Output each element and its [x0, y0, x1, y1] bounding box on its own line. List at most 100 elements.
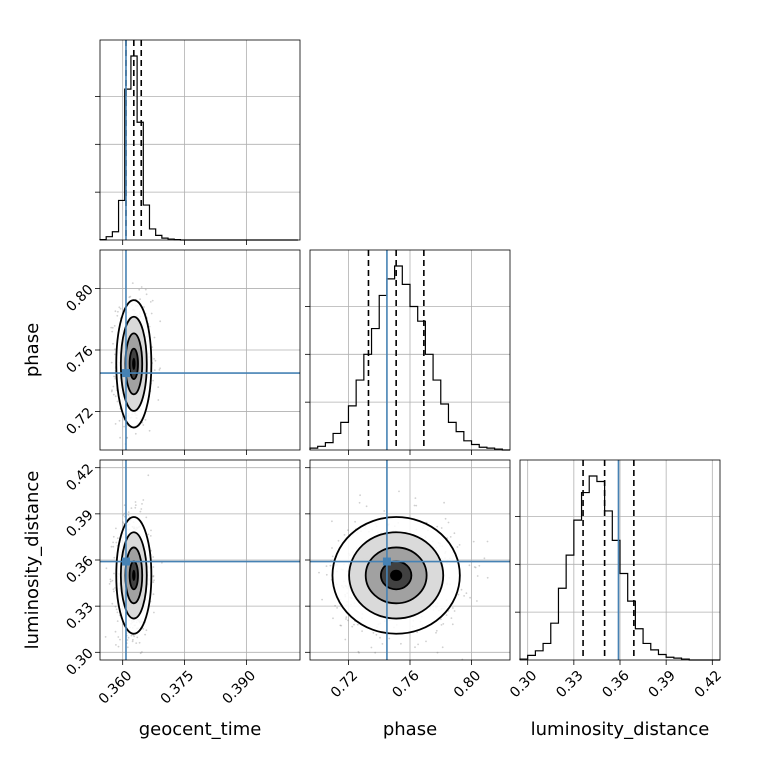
xtick-label-geocent_time-2: 0.390 — [219, 668, 259, 708]
sample-point — [483, 557, 486, 560]
sample-point — [150, 312, 153, 315]
sample-point — [447, 521, 450, 524]
marks-layer — [99, 40, 720, 661]
sample-point — [457, 593, 460, 596]
sample-point — [321, 598, 323, 601]
sample-point — [108, 583, 111, 585]
sample-point — [463, 595, 465, 597]
sample-point — [153, 579, 155, 582]
yaxis-label-luminosity_distance: luminosity_distance — [22, 471, 43, 650]
sample-point — [112, 588, 115, 591]
xtick-label-luminosity_distance-3: 0.39 — [646, 668, 679, 701]
sample-point — [398, 490, 400, 493]
sample-point — [452, 607, 454, 609]
sample-point — [111, 330, 114, 333]
sample-point — [331, 520, 333, 523]
sample-point — [109, 578, 112, 581]
sample-point — [144, 419, 147, 421]
sample-point — [139, 510, 142, 513]
density-level-phase-vs-luminosity_distance-4 — [390, 569, 403, 581]
sample-point — [142, 627, 145, 630]
sample-point — [413, 504, 416, 507]
sample-point — [440, 624, 443, 626]
sample-point — [400, 642, 402, 645]
contour-phase-vs-luminosity_distance-1 — [348, 531, 445, 620]
sample-point — [115, 527, 117, 530]
sample-point — [116, 537, 119, 540]
sample-point — [110, 361, 113, 364]
sample-point — [142, 424, 145, 426]
sample-point — [126, 639, 129, 641]
sample-point — [358, 651, 360, 654]
contour-geocent_time-vs-phase-1 — [119, 315, 148, 412]
contour-geocent_time-vs-luminosity_distance-0 — [115, 516, 153, 635]
sample-point — [325, 565, 328, 567]
sample-point — [152, 566, 155, 568]
sample-point — [114, 423, 117, 425]
sample-point — [138, 288, 141, 291]
sample-point — [115, 608, 118, 611]
sample-point — [414, 497, 417, 499]
xtick-label-phase-0: 0.72 — [328, 668, 361, 701]
sample-point — [104, 636, 107, 638]
sample-point — [114, 310, 117, 313]
density-level-geocent_time-vs-phase-4 — [132, 357, 136, 370]
sample-point — [476, 575, 479, 577]
sample-point — [325, 573, 328, 576]
sample-point — [414, 646, 416, 649]
sample-point — [133, 635, 136, 638]
sample-point — [140, 508, 143, 510]
sample-point — [444, 517, 447, 520]
sample-point — [449, 536, 452, 538]
sample-point — [388, 637, 391, 640]
sample-point — [128, 296, 131, 299]
sample-point — [116, 400, 119, 403]
sample-point — [126, 646, 129, 649]
sample-point — [436, 651, 439, 654]
sample-point — [425, 640, 427, 643]
sample-point — [358, 501, 361, 504]
sample-point — [132, 638, 134, 641]
sample-point — [152, 379, 155, 382]
sample-point — [465, 592, 468, 595]
sample-point — [478, 564, 481, 567]
sample-point — [474, 566, 477, 569]
sample-point — [119, 436, 121, 439]
sample-point — [152, 593, 155, 596]
sample-point — [347, 619, 349, 622]
sample-point — [336, 607, 338, 609]
contour-geocent_time-vs-phase-3 — [128, 347, 139, 380]
sample-point — [441, 646, 444, 649]
sample-point — [143, 306, 145, 308]
sample-point — [117, 645, 120, 648]
sample-point — [473, 566, 476, 568]
sample-point — [440, 618, 442, 621]
ytick-label-phase-1: 0.76 — [63, 343, 96, 376]
sample-point — [343, 534, 346, 536]
sample-point — [353, 623, 355, 626]
sample-point — [112, 385, 115, 388]
sample-point — [359, 494, 361, 497]
sample-point — [472, 540, 475, 543]
sample-point — [115, 644, 117, 646]
xtick-label-luminosity_distance-1: 0.33 — [553, 668, 586, 701]
xtick-label-phase-2: 0.80 — [451, 668, 484, 701]
sample-point — [152, 575, 155, 578]
sample-point — [145, 516, 148, 519]
yaxis-label-phase: phase — [22, 323, 43, 377]
sample-point — [140, 286, 143, 288]
sample-point — [157, 386, 160, 388]
sample-point — [111, 579, 114, 582]
sample-point — [134, 501, 137, 503]
sample-point — [136, 636, 139, 639]
sample-point — [123, 425, 125, 428]
sample-point — [111, 389, 113, 392]
sample-point — [122, 521, 124, 523]
sample-point — [127, 514, 130, 516]
sample-point — [148, 325, 151, 328]
sample-point — [138, 641, 141, 644]
sample-point — [129, 295, 132, 298]
sample-point — [486, 540, 489, 543]
sample-point — [109, 580, 112, 583]
sample-point — [450, 617, 453, 619]
